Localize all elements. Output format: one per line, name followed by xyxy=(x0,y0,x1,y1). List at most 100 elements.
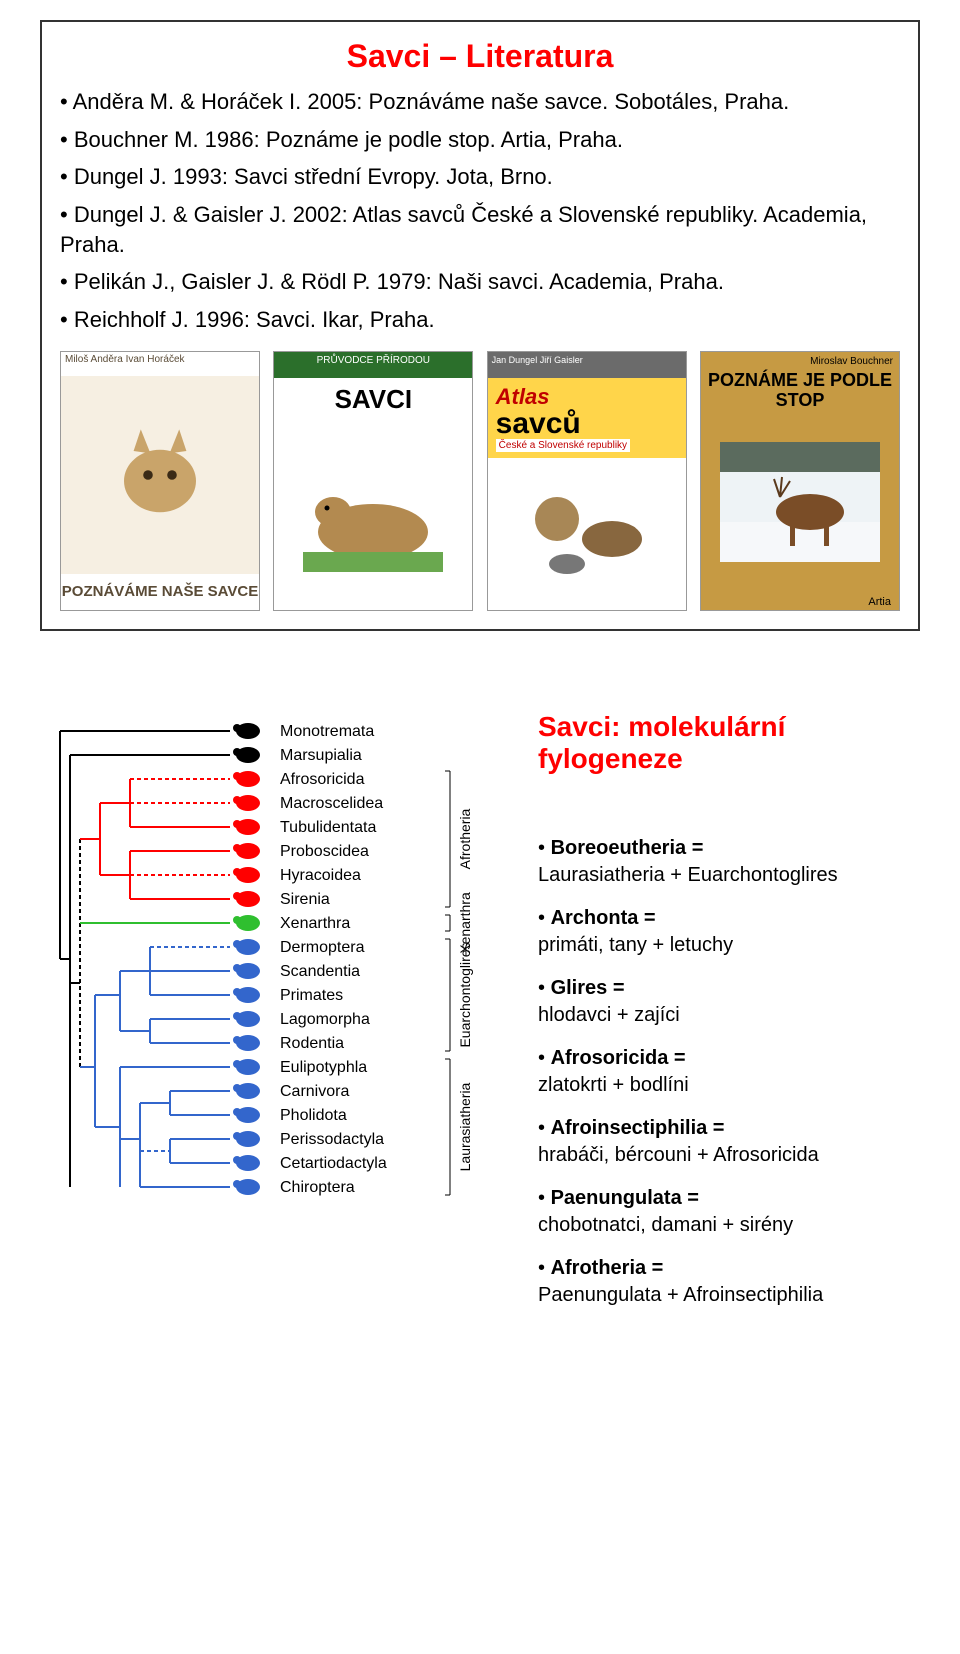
taxon-silhouette-icon xyxy=(233,723,260,739)
cover-title: POZNÁVÁME NAŠE SAVCE xyxy=(61,574,259,610)
clade-term: Paenungulata = xyxy=(551,1187,699,1209)
taxon-silhouette-icon xyxy=(233,1179,260,1195)
cover-authors: Miloš Anděra Ivan Horáček xyxy=(61,352,259,376)
clade-def: zlatokrti + bodlíni xyxy=(538,1074,689,1096)
reference-item: Pelikán J., Gaisler J. & Rödl P. 1979: N… xyxy=(60,267,900,297)
cover-title: SAVCI xyxy=(274,378,472,415)
cover-title-1: Atlas xyxy=(496,384,678,410)
taxon-label: Pholidota xyxy=(280,1107,347,1124)
taxon-silhouette-icon xyxy=(233,1059,260,1075)
taxon-label: Afrosoricida xyxy=(280,771,365,788)
taxon-label: Monotremata xyxy=(280,723,374,740)
references-list: Anděra M. & Horáček I. 2005: Poznáváme n… xyxy=(60,87,900,335)
taxon-label: Macroscelidea xyxy=(280,795,383,812)
clade-definition-item: Boreoeutheria = Laurasiatheria + Euarchon… xyxy=(538,835,920,889)
taxon-silhouette-icon xyxy=(233,771,260,787)
taxon-silhouette-icon xyxy=(233,1131,260,1147)
clade-definition-item: Afrosoricida = zlatokrti + bodlíni xyxy=(538,1045,920,1099)
slide1-title: Savci – Literatura xyxy=(60,38,900,75)
clade-term: Afrotheria = xyxy=(551,1257,664,1279)
book-cover: Miloš Anděra Ivan Horáček POZNÁVÁME NAŠE… xyxy=(60,351,260,611)
taxon-silhouette-icon xyxy=(233,795,260,811)
taxon-silhouette-icon xyxy=(233,819,260,835)
clade-def: hlodavci + zajíci xyxy=(538,1004,680,1026)
book-cover: Jan Dungel Jiří Gaisler Atlas savců Česk… xyxy=(487,351,687,611)
clade-bracket-label: Laurasiatheria xyxy=(457,1082,473,1171)
cover-subtitle: České a Slovenské republiky xyxy=(496,439,630,452)
clade-bracket-label: Afrotheria xyxy=(457,808,473,869)
clade-term: Boreoeutheria = xyxy=(551,837,704,859)
taxon-silhouette-icon xyxy=(233,1011,260,1027)
taxon-label: Perissodactyla xyxy=(280,1131,384,1148)
taxon-silhouette-icon xyxy=(233,915,260,931)
taxon-silhouette-icon xyxy=(233,987,260,1003)
taxon-silhouette-icon xyxy=(233,939,260,955)
slide-literatura: Savci – Literatura Anděra M. & Horáček I… xyxy=(20,0,940,651)
deer-snow-icon xyxy=(720,442,880,562)
taxon-silhouette-icon xyxy=(233,843,260,859)
cover-illustration-placeholder xyxy=(61,376,259,574)
taxon-silhouette-icon xyxy=(233,963,260,979)
taxon-silhouette-icon xyxy=(233,1107,260,1123)
reference-item: Dungel J. & Gaisler J. 2002: Atlas savců… xyxy=(60,200,900,259)
cover-authors: Miroslav Bouchner xyxy=(701,352,899,371)
taxon-silhouette-icon xyxy=(233,1035,260,1051)
clade-bracket-label: Euarchontoglires xyxy=(457,942,473,1047)
clade-def: chobotnatci, damani + sirény xyxy=(538,1214,793,1236)
taxon-label: Hyracoidea xyxy=(280,867,361,884)
book-covers-row: Miloš Anděra Ivan Horáček POZNÁVÁME NAŠE… xyxy=(60,351,900,611)
book-cover: PRŮVODCE PŘÍRODOU SAVCI xyxy=(273,351,473,611)
slide-frame: Savci – Literatura Anděra M. & Horáček I… xyxy=(40,20,920,631)
reference-item: Bouchner M. 1986: Poznáme je podle stop.… xyxy=(60,125,900,155)
taxon-label: Scandentia xyxy=(280,963,360,980)
taxon-label: Sirenia xyxy=(280,891,330,908)
cover-publisher: Artia xyxy=(701,594,899,610)
taxon-label: Marsupialia xyxy=(280,747,362,764)
taxon-label: Rodentia xyxy=(280,1035,344,1052)
cover-illustration-placeholder xyxy=(274,415,472,610)
taxon-silhouette-icon xyxy=(233,1155,260,1171)
clade-definitions-list: Boreoeutheria = Laurasiatheria + Euarchon… xyxy=(538,835,920,1309)
slide-phylogeny: Monotremata Marsupialia Afrosoricida Macros… xyxy=(20,711,940,1345)
taxon-silhouette-icon xyxy=(233,747,260,763)
weasel-icon xyxy=(303,452,443,572)
phylogeny-text: Savci: molekulární fylogeneze Boreoeuthe… xyxy=(538,711,920,1325)
taxon-label: Xenarthra xyxy=(280,915,350,932)
taxon-label: Tubulidentata xyxy=(280,819,376,836)
cover-illustration-placeholder xyxy=(701,410,899,593)
taxon-label: Lagomorpha xyxy=(280,1011,370,1028)
clade-def: hrabáči, bércouni + Afrosoricida xyxy=(538,1144,819,1166)
taxon-label: Dermoptera xyxy=(280,939,365,956)
cover-authors: Jan Dungel Jiří Gaisler xyxy=(488,352,686,378)
cover-title: POZNÁME JE PODLE STOP xyxy=(701,371,899,411)
clade-definition-item: Archonta = primáti, tany + letuchy xyxy=(538,905,920,959)
clade-definition-item: Paenungulata = chobotnatci, damani + siré… xyxy=(538,1185,920,1239)
clade-def: Laurasiatheria + Euarchontoglires xyxy=(538,864,838,886)
slide2-title: Savci: molekulární fylogeneze xyxy=(538,711,920,775)
book-cover: Miroslav Bouchner POZNÁME JE PODLE STOP … xyxy=(700,351,900,611)
cover-series: PRŮVODCE PŘÍRODOU xyxy=(274,352,472,378)
clade-term: Archonta = xyxy=(551,907,656,929)
taxon-label: Eulipotyphla xyxy=(280,1059,367,1076)
clade-term: Glires = xyxy=(551,977,625,999)
clade-definition-item: Afrotheria = Paenungulata + Afroinsectiph… xyxy=(538,1255,920,1309)
clade-def: primáti, tany + letuchy xyxy=(538,934,733,956)
taxon-silhouette-icon xyxy=(233,1083,260,1099)
phylogeny-tree: Monotremata Marsupialia Afrosoricida Macros… xyxy=(40,711,520,1211)
taxon-silhouette-icon xyxy=(233,867,260,883)
cover-title-2: savců xyxy=(496,410,678,437)
taxon-label: Primates xyxy=(280,987,343,1004)
cover-illustration-placeholder xyxy=(488,458,686,610)
reference-item: Dungel J. 1993: Savci střední Evropy. Jo… xyxy=(60,162,900,192)
taxon-label: Cetartiodactyla xyxy=(280,1155,387,1172)
reference-item: Reichholf J. 1996: Savci. Ikar, Praha. xyxy=(60,305,900,335)
clade-term: Afroinsectiphilia = xyxy=(551,1117,725,1139)
reference-item: Anděra M. & Horáček I. 2005: Poznáváme n… xyxy=(60,87,900,117)
taxon-label: Proboscidea xyxy=(280,843,369,860)
clade-term: Afrosoricida = xyxy=(551,1047,686,1069)
taxon-silhouette-icon xyxy=(233,891,260,907)
lynx-icon xyxy=(100,415,220,535)
taxon-label: Chiroptera xyxy=(280,1179,355,1196)
mammals-collage-icon xyxy=(517,479,657,589)
clade-def: Paenungulata + Afroinsectiphilia xyxy=(538,1284,823,1306)
